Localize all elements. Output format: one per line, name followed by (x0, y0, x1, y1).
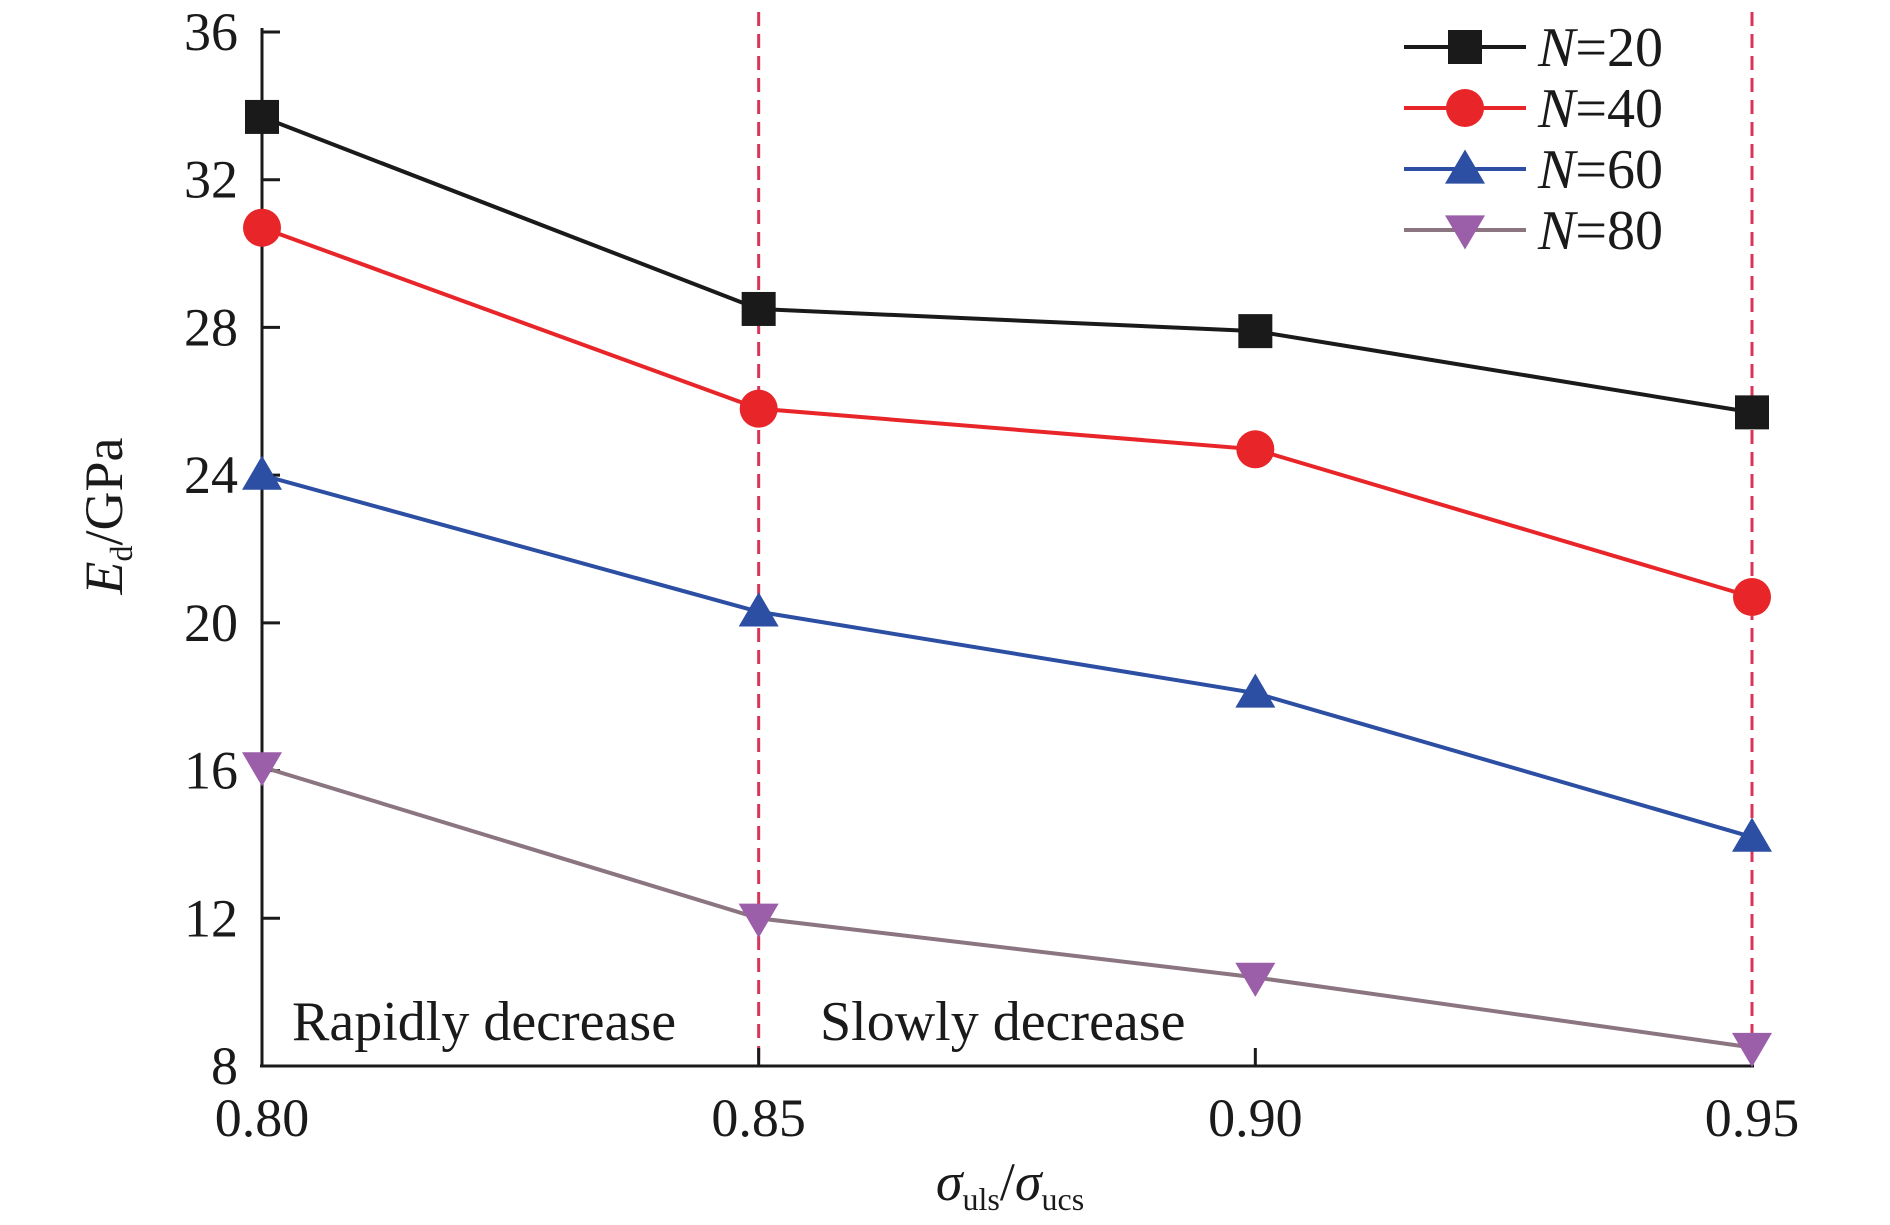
legend-label-var: N (1537, 200, 1578, 262)
y-tick-label: 36 (184, 2, 238, 62)
y-tick-label: 32 (184, 150, 238, 210)
series-line-3 (261, 764, 1753, 1050)
data-point (741, 291, 776, 326)
series-line-0 (261, 115, 1753, 415)
legend-label-value: =20 (1575, 17, 1663, 79)
legend-marker (1445, 215, 1485, 250)
data-point (1235, 962, 1276, 997)
y-axis-title: Ed/GPa (74, 437, 139, 595)
x-tick-label: 0.95 (1705, 1088, 1800, 1148)
data-point (739, 389, 778, 428)
legend-item: N=60 (1404, 139, 1663, 201)
axes (260, 28, 1754, 1068)
legend-label: N=40 (1537, 78, 1663, 140)
data-point (243, 208, 281, 247)
x-tick-label: 0.85 (711, 1088, 806, 1148)
y-tick-label: 20 (184, 593, 238, 653)
data-point (1238, 314, 1273, 349)
y-title-symbol: E (74, 562, 134, 596)
legend-label-var: N (1537, 78, 1578, 140)
legend-label-value: =40 (1575, 78, 1663, 140)
legend-label: N=20 (1537, 17, 1663, 79)
series-line-1 (261, 225, 1753, 599)
legend-item: N=40 (1404, 78, 1663, 140)
svg-text:σuls/σucs: σuls/σucs (936, 1152, 1084, 1217)
y-title-sub: d (103, 546, 139, 562)
x-tick-label: 0.90 (1208, 1088, 1303, 1148)
legend: N=20N=40N=60N=80 (1404, 17, 1663, 262)
legend-item: N=80 (1404, 200, 1663, 262)
svg-text:Ed/GPa: Ed/GPa (74, 437, 139, 595)
data-point (242, 455, 282, 490)
data-point (1235, 673, 1276, 708)
data-point (1236, 430, 1275, 469)
legend-label-var: N (1537, 17, 1578, 79)
series-markers (242, 99, 1772, 1068)
data-point (1732, 1032, 1772, 1068)
annotation-slowly-decrease: Slowly decrease (820, 991, 1185, 1053)
y-tick-label: 12 (184, 888, 238, 948)
legend-marker (1445, 149, 1485, 184)
data-point (738, 592, 779, 627)
y-tick-label: 24 (184, 445, 238, 505)
x-ticks: 0.80 0.85 0.90 0.95 (215, 1048, 1800, 1148)
legend-item: N=20 (1404, 17, 1663, 79)
series-lines (261, 115, 1753, 1050)
x-title-sub1: uls (962, 1181, 999, 1217)
y-tick-label: 16 (184, 741, 238, 801)
data-point (738, 903, 779, 938)
y-tick-label: 8 (211, 1036, 238, 1096)
data-point (1735, 395, 1769, 430)
legend-label-var: N (1537, 139, 1578, 201)
legend-marker (1446, 89, 1484, 127)
annotation-rapidly-decrease: Rapidly decrease (292, 991, 676, 1053)
annotations: Rapidly decrease Slowly decrease (292, 991, 1185, 1053)
legend-marker (1448, 30, 1482, 64)
legend-label: N=60 (1537, 139, 1663, 201)
x-title-symbol2: σ (1015, 1152, 1044, 1212)
legend-label-value: =80 (1575, 200, 1663, 262)
data-point (245, 99, 279, 134)
y-tick-label: 28 (184, 297, 238, 357)
y-ticks: 8 12 16 20 24 28 32 36 (184, 2, 280, 1096)
data-point (242, 752, 282, 787)
y-title-unit: /GPa (74, 437, 134, 545)
x-title-slash: / (1000, 1152, 1015, 1212)
x-tick-label: 0.80 (215, 1088, 310, 1148)
legend-label-value: =60 (1575, 139, 1663, 201)
legend-label: N=80 (1537, 200, 1663, 262)
x-title-symbol1: σ (936, 1152, 965, 1212)
x-title-sub2: ucs (1041, 1181, 1084, 1217)
series-line-2 (261, 473, 1753, 839)
data-point (1733, 578, 1771, 617)
x-axis-title: σuls/σucs (936, 1152, 1084, 1217)
data-point (1732, 817, 1772, 852)
